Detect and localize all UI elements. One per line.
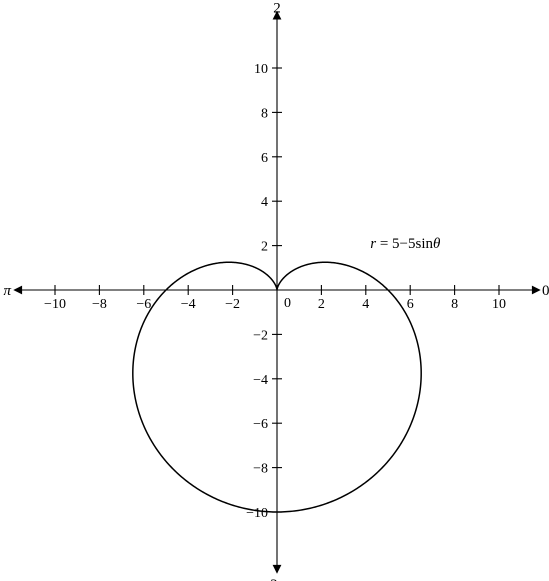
- equation-label: r = 5−5sinθ: [370, 236, 441, 252]
- x-tick-label: 6: [407, 297, 414, 312]
- y-tick-label: 6: [261, 151, 268, 166]
- y-tick-label: −8: [253, 462, 268, 477]
- x-tick-label: −10: [44, 297, 66, 312]
- x-tick-label: −4: [181, 297, 196, 312]
- y-tick-label: 8: [261, 106, 268, 121]
- x-tick-label: −2: [225, 297, 240, 312]
- y-tick-label: 4: [261, 195, 268, 210]
- polar-chart: −10−8−6−4−2246810−10−8−6−4−224681000ππ23…: [0, 0, 549, 581]
- origin-label: 0: [284, 296, 291, 311]
- y-tick-label: 10: [254, 62, 268, 77]
- y-tick-label: −4: [253, 373, 268, 388]
- y-tick-label: 2: [261, 240, 268, 255]
- x-neg-axis-label: π: [4, 283, 12, 299]
- x-pos-axis-label: 0: [542, 283, 549, 299]
- y-neg-axis-label-num: 3π: [268, 577, 285, 581]
- x-tick-label: 8: [451, 297, 458, 312]
- x-tick-label: 2: [318, 297, 325, 312]
- y-tick-label: −6: [253, 417, 268, 432]
- x-tick-label: −6: [136, 297, 151, 312]
- x-tick-label: −8: [92, 297, 107, 312]
- y-pos-axis-label-den: 2: [273, 1, 281, 17]
- x-tick-label: 4: [362, 297, 369, 312]
- y-tick-label: −10: [246, 506, 268, 521]
- y-tick-label: −2: [253, 328, 268, 343]
- x-tick-label: 10: [492, 297, 506, 312]
